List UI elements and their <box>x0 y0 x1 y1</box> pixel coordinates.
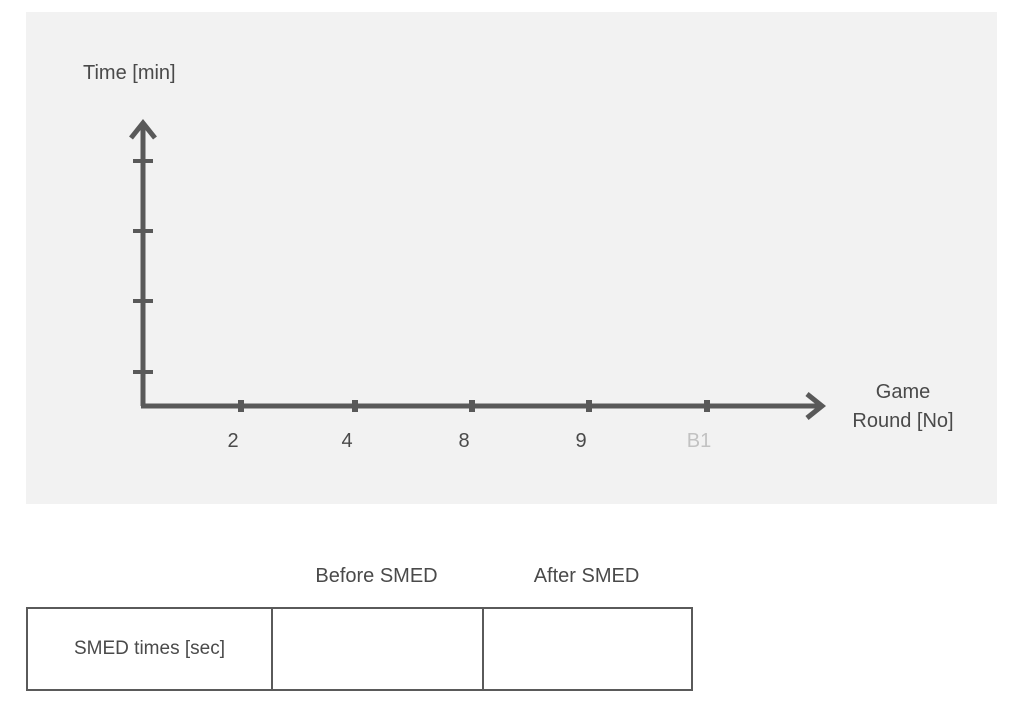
x-tick-label: B1 <box>687 430 711 452</box>
table-row: SMED times [sec] <box>26 607 693 691</box>
smed-table: SMED times [sec] <box>26 607 693 691</box>
chart-panel: 2 4 8 9 B1 Time [min] Game Round [No] <box>26 12 997 504</box>
header-after-smed: After SMED <box>533 565 640 587</box>
x-tick-label: 2 <box>227 430 238 452</box>
y-axis-arrowhead <box>129 118 157 140</box>
chart-svg: 2 4 8 9 B1 Time [min] Game Round [No] <box>83 62 954 452</box>
x-tick-label: 8 <box>458 430 469 452</box>
x-tick-label: 9 <box>575 430 586 452</box>
header-before-smed: Before SMED <box>315 565 438 587</box>
x-axis-arrowhead <box>805 392 827 420</box>
x-axis-label-line: Round [No] <box>852 410 953 432</box>
x-axis-label: Game Round [No] <box>852 381 953 432</box>
cell-before-smed[interactable] <box>271 607 484 691</box>
row-label-smed-times: SMED times [sec] <box>26 607 273 691</box>
cell-after-smed[interactable] <box>482 607 693 691</box>
y-axis-label: Time [min] <box>83 62 176 84</box>
x-tick-label: 4 <box>341 430 352 452</box>
x-axis-label-line: Game <box>876 381 930 403</box>
